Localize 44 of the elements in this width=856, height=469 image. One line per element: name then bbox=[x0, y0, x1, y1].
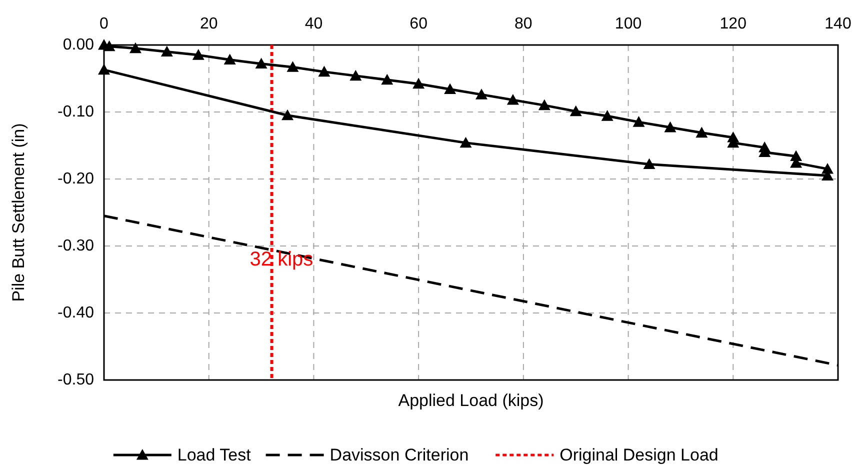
y-tick-label: -0.50 bbox=[58, 372, 94, 388]
point bbox=[506, 94, 519, 105]
point bbox=[664, 121, 676, 132]
x-tick-label: 60 bbox=[410, 15, 428, 32]
x-tick-label: 140 bbox=[824, 15, 852, 32]
legend-label: Load Test bbox=[177, 446, 252, 464]
point bbox=[350, 70, 362, 81]
y-tick-label: 0.00 bbox=[62, 36, 94, 54]
point bbox=[192, 49, 204, 60]
point bbox=[129, 42, 142, 54]
point bbox=[538, 99, 550, 110]
point bbox=[381, 74, 394, 85]
point bbox=[412, 78, 425, 89]
y-tick-label: -0.10 bbox=[58, 104, 94, 120]
point bbox=[475, 88, 488, 100]
legend-label: Original Design Load bbox=[560, 446, 718, 464]
annotation: 32 kips bbox=[250, 248, 314, 270]
point bbox=[255, 58, 268, 69]
point bbox=[444, 83, 456, 94]
point bbox=[643, 158, 656, 170]
x-tick-label: 0 bbox=[100, 15, 109, 32]
point bbox=[570, 105, 582, 116]
x-tick-label: 120 bbox=[720, 15, 747, 32]
y-tick-label: -0.30 bbox=[58, 238, 94, 254]
point bbox=[601, 110, 614, 121]
point bbox=[224, 54, 236, 65]
point bbox=[160, 46, 173, 56]
x-tick-label: 80 bbox=[514, 15, 532, 32]
y-tick-label: -0.40 bbox=[58, 304, 94, 322]
point bbox=[460, 136, 472, 148]
point bbox=[696, 126, 708, 138]
point bbox=[318, 66, 330, 77]
y-axis-title: Pile Butt Settlement (in) bbox=[9, 123, 28, 302]
y-tick-label: -0.20 bbox=[58, 170, 94, 188]
legend-label: Davisson Criterion bbox=[330, 446, 469, 464]
point bbox=[286, 61, 299, 72]
point bbox=[98, 64, 110, 75]
x-tick-label: 20 bbox=[200, 15, 218, 32]
point bbox=[632, 116, 645, 127]
x-axis-title: Applied Load (kips) bbox=[398, 391, 544, 410]
x-tick-label: 100 bbox=[614, 15, 642, 32]
point bbox=[282, 109, 294, 120]
point bbox=[103, 40, 116, 52]
x-tick-label: 40 bbox=[304, 15, 323, 32]
